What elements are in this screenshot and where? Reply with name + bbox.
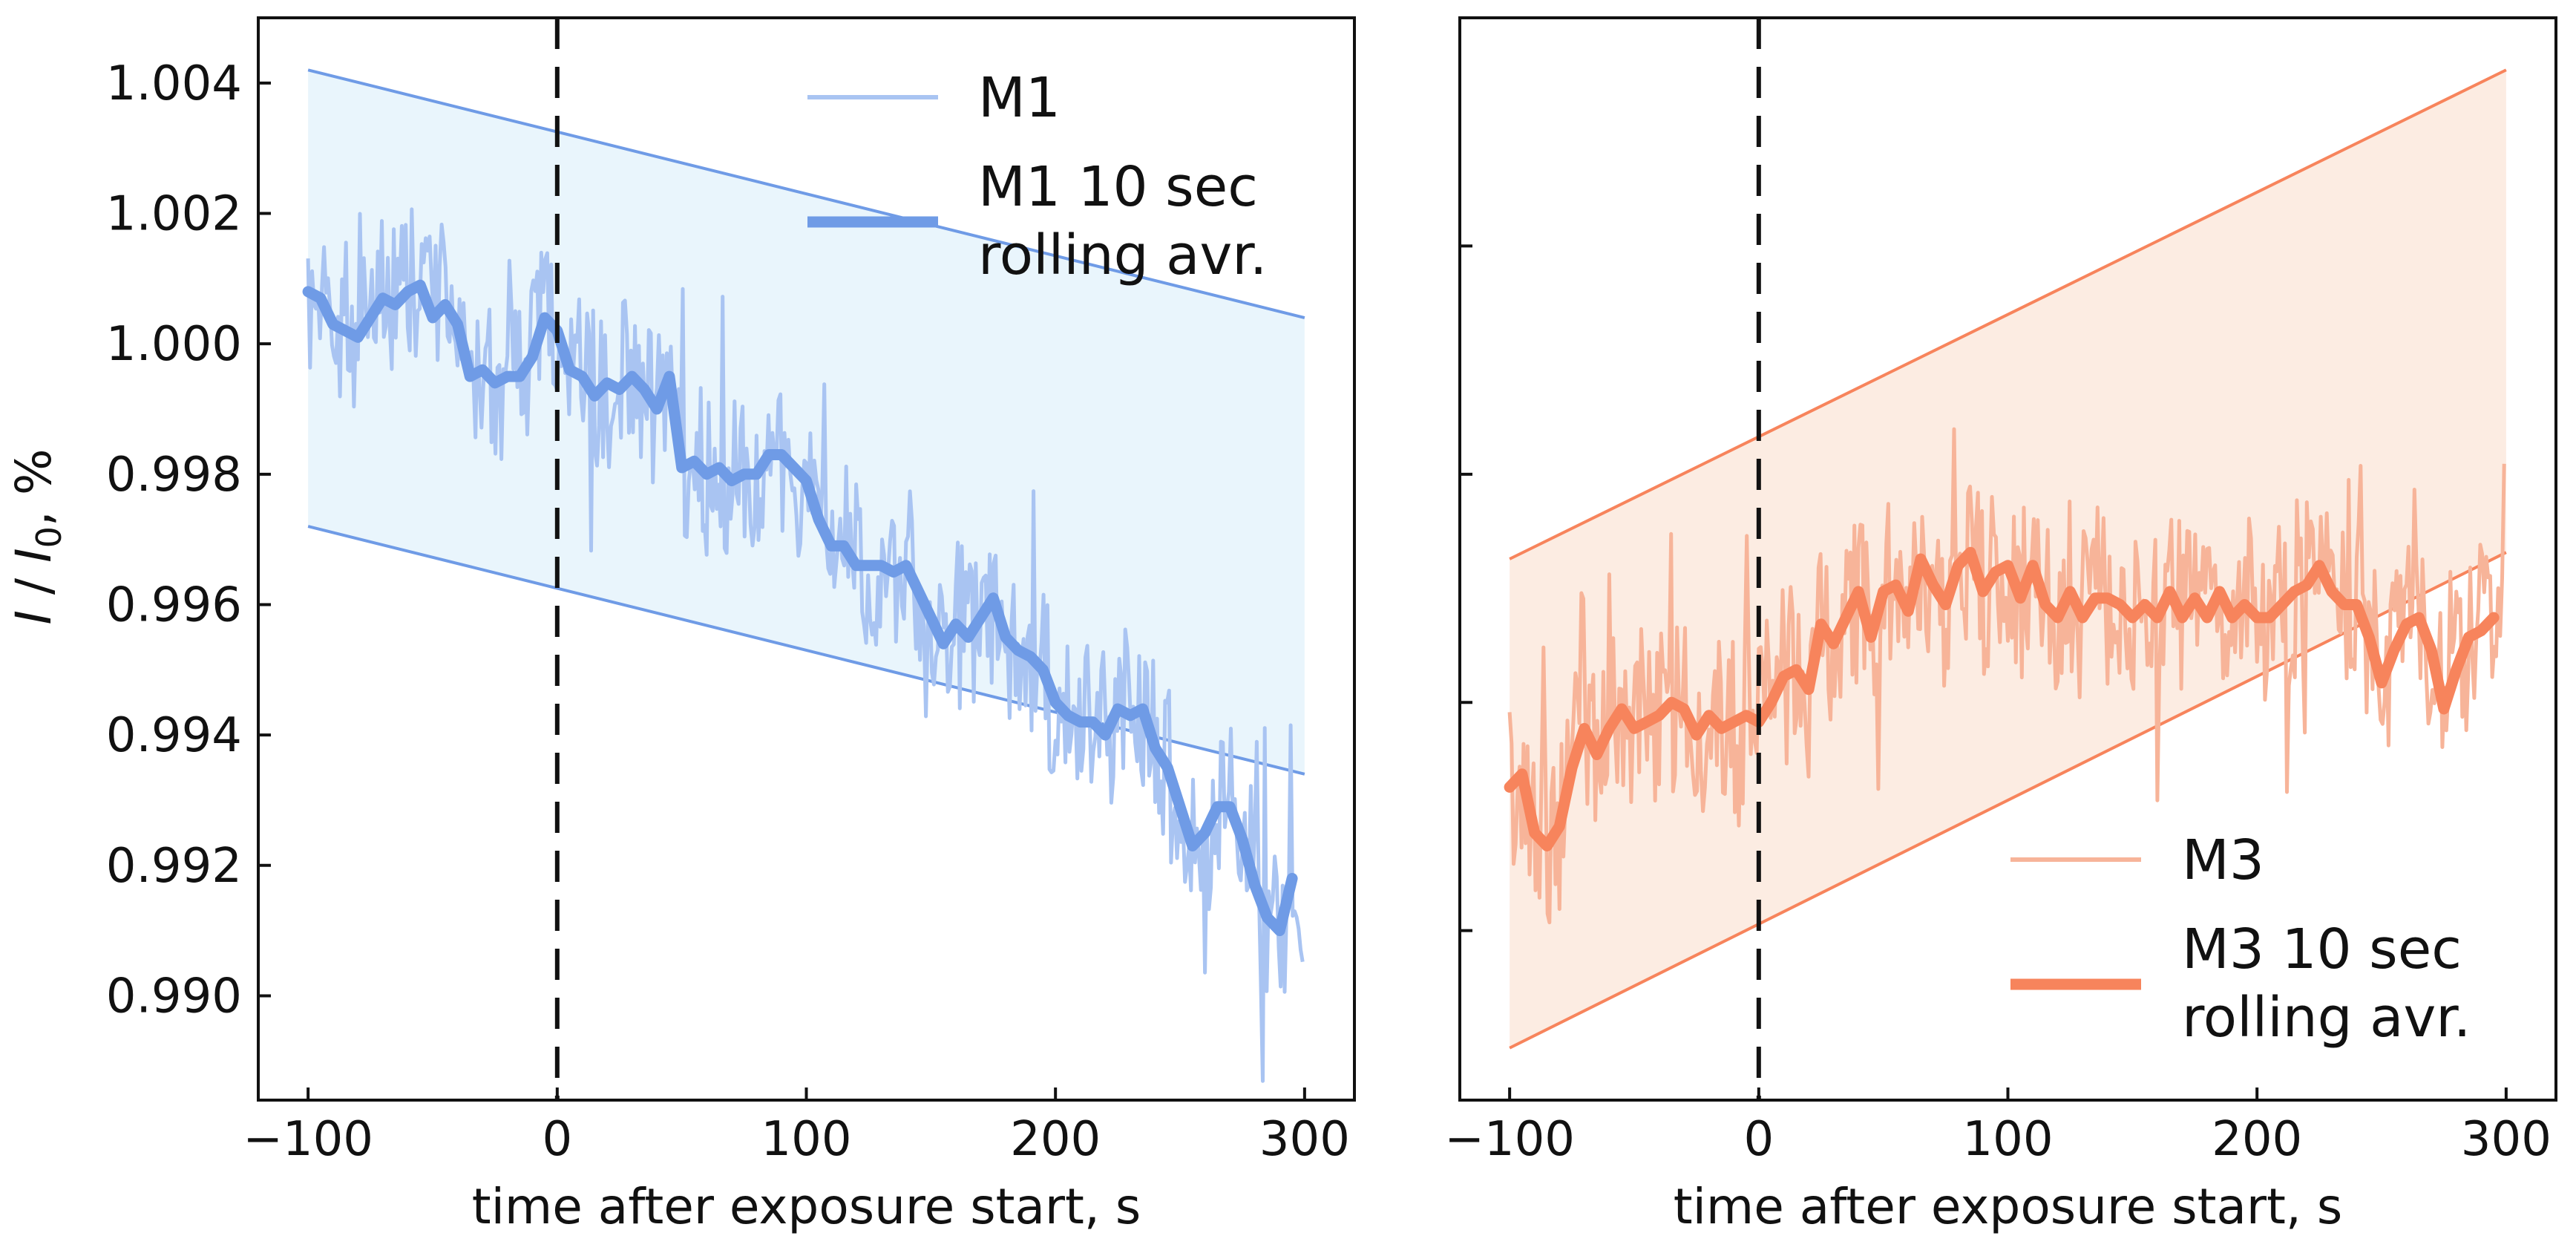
rolling-average-line (1504, 546, 2500, 851)
x-tick-label: 300 (1259, 1112, 1350, 1167)
x-tick-label: −100 (243, 1112, 373, 1167)
x-tick-label: 200 (1010, 1112, 1101, 1167)
y-tick-label: 0.994 (106, 708, 242, 763)
x-tick-label: 0 (1743, 1112, 1774, 1167)
legend-raw-label: M3 (2182, 828, 2264, 892)
rolling-average-line (302, 279, 1298, 937)
x-tick-label: −100 (1444, 1112, 1575, 1167)
y-tick-label: 1.000 (106, 317, 242, 372)
legend-avg-label-line2: rolling avr. (2182, 986, 2471, 1050)
y-tick-label: 0.992 (106, 839, 242, 894)
y-axis-title-suffix: , % (5, 448, 62, 526)
panel-left: −100 0 100 200 300 0.990 0.992 0.994 0.996 0.998 1… (5, 16, 1356, 1235)
x-axis-title: time after exposure start, s (472, 1178, 1141, 1235)
x-tick-label: 0 (542, 1112, 572, 1167)
raw-signal-line (1507, 427, 2506, 925)
y-tick-label: 0.996 (106, 578, 242, 632)
band-lower-line (1509, 551, 2507, 1050)
band-upper-line (1509, 68, 2507, 560)
legend-avg-label-line2: rolling avr. (978, 223, 1267, 287)
y-axis-title-italic-i0: I (5, 548, 62, 562)
x-tick-label: 200 (2212, 1112, 2302, 1167)
x-tick-label: 300 (2461, 1112, 2552, 1167)
y-axis-title-separator: / (5, 563, 62, 610)
band-upper-line (307, 68, 1305, 319)
y-axis-title-subscript: 0 (29, 526, 69, 548)
x-axis-title: time after exposure start, s (1674, 1178, 2343, 1235)
y-tick-label: 0.998 (106, 448, 242, 503)
y-tick-label: 0.990 (106, 969, 242, 1024)
x-tick-label: 100 (761, 1112, 851, 1167)
legend-avg-label: M3 10 sec (2182, 918, 2462, 981)
y-tick-label: 1.004 (106, 56, 242, 111)
y-axis-title-italic-i: I (5, 610, 62, 624)
x-tick-label: 100 (1962, 1112, 2053, 1167)
legend-raw-label: M1 (978, 66, 1061, 130)
y-axis-title: I / I0, % (5, 448, 69, 624)
y-tick-label: 1.002 (106, 186, 242, 241)
panel-right: −100 0 100 200 300 time after exposure start,… (1444, 16, 2557, 1235)
band-fill (308, 70, 1305, 774)
raw-signal-line (306, 207, 1305, 1083)
legend-avg-label: M1 10 sec (978, 155, 1258, 219)
